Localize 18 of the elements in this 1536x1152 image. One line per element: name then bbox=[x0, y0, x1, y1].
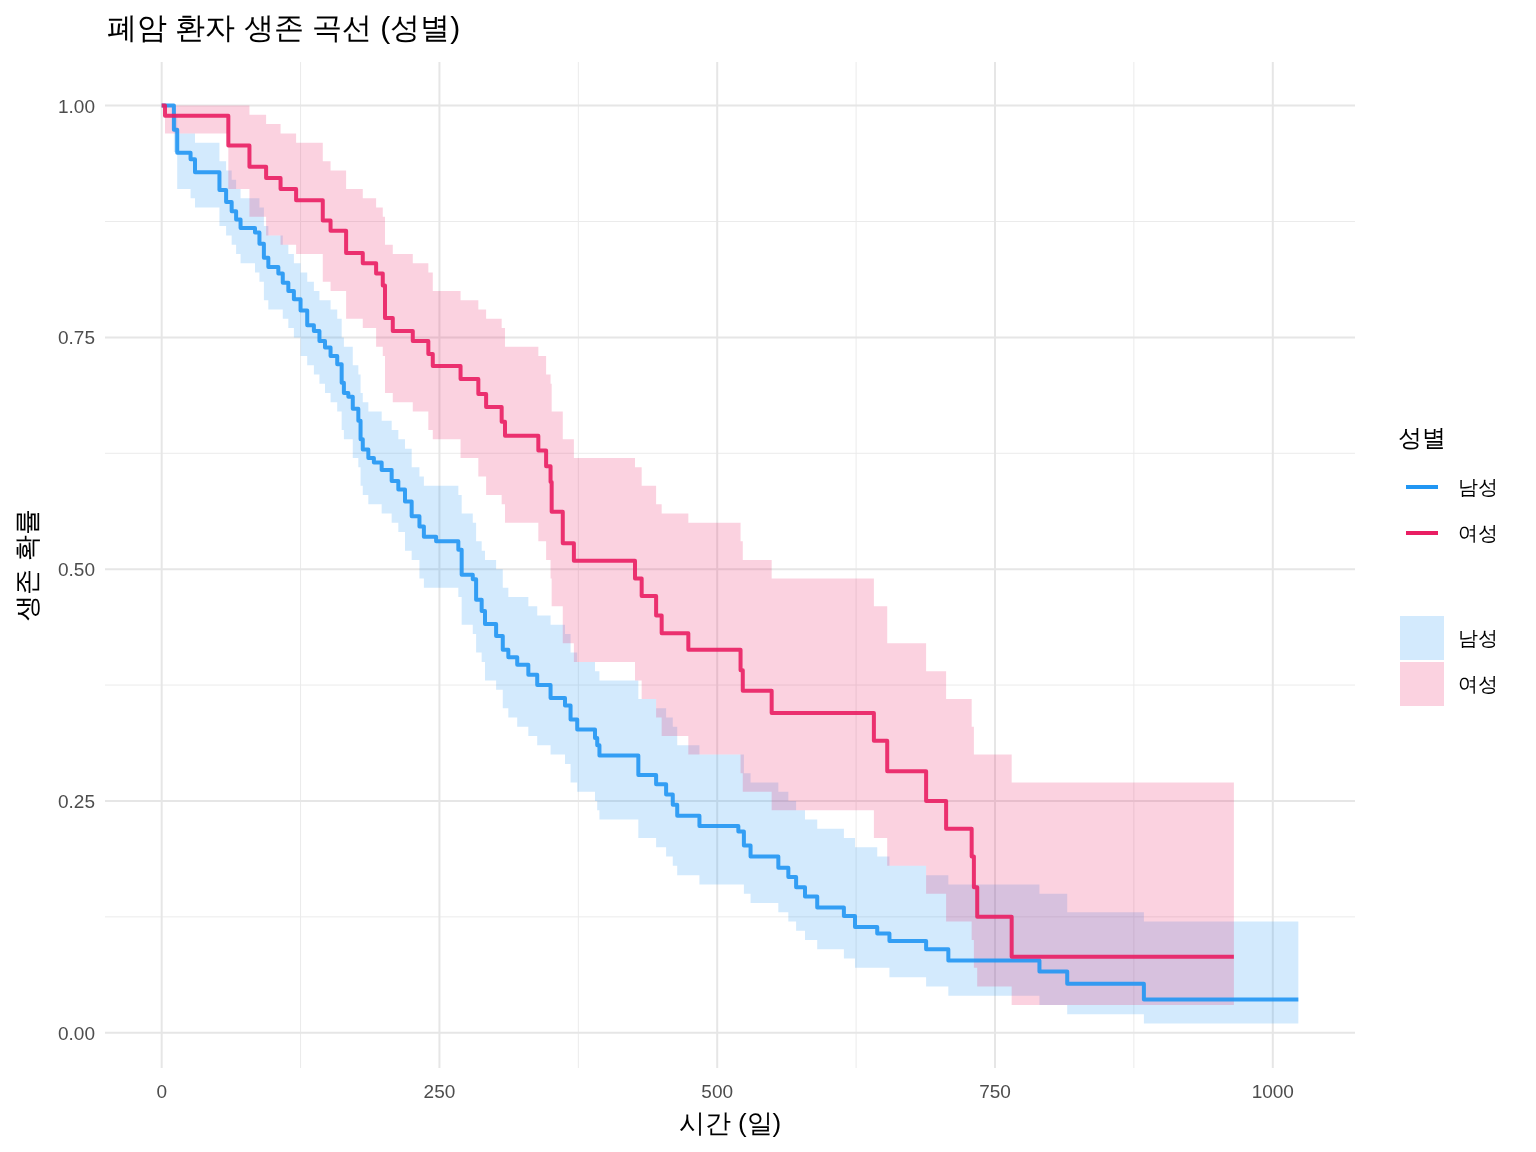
x-tick-label: 1000 bbox=[1251, 1081, 1294, 1102]
y-tick-label: 0.25 bbox=[58, 790, 95, 812]
x-tick-label: 750 bbox=[979, 1081, 1011, 1102]
y-axis-title: 생존 확률 bbox=[12, 509, 42, 621]
x-tick-label: 0 bbox=[156, 1081, 167, 1102]
x-tick-label: 250 bbox=[423, 1081, 456, 1102]
y-tick-label: 1.00 bbox=[58, 95, 95, 117]
y-tick-label: 0.50 bbox=[58, 559, 95, 581]
y-tick-label: 0.75 bbox=[58, 327, 95, 349]
legend-label: 여성 bbox=[1458, 522, 1498, 544]
x-axis-title: 시간 (일) bbox=[678, 1108, 782, 1138]
x-tick-label: 500 bbox=[701, 1081, 734, 1102]
chart-title: 폐암 환자 생존 곡선 (성별) bbox=[107, 11, 461, 44]
legend-label: 남성 bbox=[1458, 476, 1498, 498]
legend-title: 성별 bbox=[1398, 424, 1446, 451]
y-tick-label: 0.00 bbox=[58, 1022, 95, 1044]
text: 남성 bbox=[1458, 627, 1498, 649]
text: 여성 bbox=[1458, 673, 1498, 695]
